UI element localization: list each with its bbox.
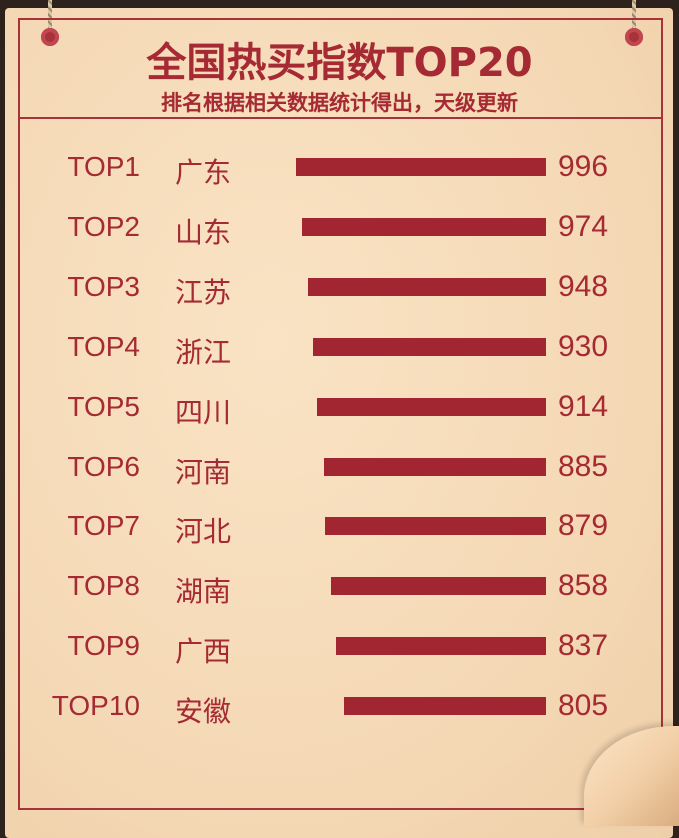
- rank-label: TOP3: [67, 270, 140, 302]
- value-label: 914: [558, 389, 609, 423]
- rank-label: TOP8: [67, 570, 140, 602]
- bar-row: TOP2 山东 974: [0, 207, 679, 249]
- frame-border: [18, 18, 663, 810]
- bar: [335, 637, 546, 656]
- value-label: 879: [558, 509, 609, 543]
- bar-row: TOP6 河南 885: [0, 447, 679, 489]
- bar: [323, 457, 546, 476]
- bar: [316, 397, 546, 416]
- bar: [312, 337, 546, 356]
- rank-label: TOP10: [51, 690, 140, 722]
- hanging-hole-left: [41, 28, 59, 46]
- bar-row: TOP9 广西 837: [0, 626, 679, 668]
- header-divider: [18, 117, 663, 119]
- rank-label: TOP6: [67, 450, 140, 482]
- bar-row: TOP3 江苏 948: [0, 267, 679, 309]
- category-label: 安徽: [175, 695, 232, 729]
- rank-label: TOP4: [67, 330, 140, 362]
- chart-subtitle: 排名根据相关数据统计得出，天级更新: [161, 91, 518, 115]
- chart-title: 全国热买指数TOP20: [146, 40, 533, 86]
- rank-label: TOP9: [67, 630, 140, 662]
- value-label: 805: [558, 689, 609, 723]
- value-label: 858: [558, 569, 609, 603]
- bar: [308, 277, 546, 296]
- rank-label: TOP7: [67, 510, 140, 542]
- value-label: 885: [558, 449, 609, 483]
- rank-label: TOP5: [67, 390, 140, 422]
- rank-label: TOP2: [67, 210, 140, 242]
- value-label: 996: [558, 150, 609, 183]
- category-label: 广东: [175, 156, 232, 189]
- category-label: 湖南: [175, 575, 232, 609]
- value-label: 974: [558, 209, 609, 243]
- value-label: 930: [558, 329, 609, 363]
- bar: [330, 577, 546, 596]
- category-label: 四川: [175, 395, 232, 429]
- category-label: 江苏: [175, 275, 232, 309]
- bar: [325, 517, 546, 536]
- hanging-hole-right: [625, 28, 643, 46]
- value-label: 948: [558, 269, 609, 303]
- bar-row: TOP8 湖南 858: [0, 566, 679, 608]
- bar-row: TOP7 河北 879: [0, 506, 679, 548]
- bar: [301, 217, 546, 236]
- rope-left: [48, 0, 52, 34]
- category-label: 浙江: [175, 335, 232, 369]
- bar-row: TOP4 浙江 930: [0, 327, 679, 369]
- paper-board: [5, 8, 673, 838]
- bar-row: TOP1 广东 996: [0, 147, 679, 189]
- bar: [343, 697, 546, 716]
- value-label: 837: [558, 629, 609, 663]
- bar: [296, 158, 546, 176]
- category-label: 山东: [175, 215, 232, 249]
- bar-row: TOP10 安徽 805: [0, 686, 679, 728]
- rope-right: [632, 0, 636, 34]
- category-label: 河南: [175, 455, 232, 489]
- category-label: 河北: [175, 515, 232, 549]
- category-label: 广西: [175, 635, 232, 669]
- bar-row: TOP5 四川 914: [0, 387, 679, 429]
- rank-label: TOP1: [67, 151, 140, 182]
